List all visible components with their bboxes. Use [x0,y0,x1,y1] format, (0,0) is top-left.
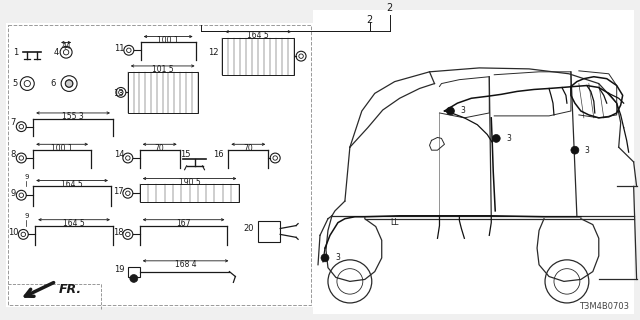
Bar [6,23,313,307]
Bar [313,10,634,314]
Text: 4: 4 [54,48,59,57]
Bar [128,72,198,113]
Text: 44: 44 [61,42,71,51]
Text: 168 4: 168 4 [175,260,196,269]
Text: 3: 3 [585,146,589,155]
Text: 9: 9 [24,213,29,219]
Text: 164 5: 164 5 [248,31,269,40]
Text: 7: 7 [11,118,16,127]
Text: 190 5: 190 5 [179,178,200,187]
Text: 155 3: 155 3 [62,112,84,121]
Text: 17: 17 [113,187,124,196]
Circle shape [321,254,329,262]
Text: 11: 11 [114,44,124,53]
Circle shape [447,107,454,115]
Text: 2: 2 [387,3,393,13]
Text: 6: 6 [51,79,56,88]
Text: 70: 70 [243,144,253,153]
Text: 101 5: 101 5 [152,65,173,74]
Text: 164 5: 164 5 [61,180,83,189]
Circle shape [492,134,500,142]
Bar [259,221,280,242]
Text: 18: 18 [113,228,124,237]
Text: 1: 1 [13,48,18,57]
Text: 167: 167 [177,219,191,228]
Text: 20: 20 [243,224,253,233]
Text: 164 5: 164 5 [63,219,85,228]
Text: 3: 3 [335,253,340,262]
Bar [8,25,311,305]
Text: T3M4B0703: T3M4B0703 [579,302,628,311]
Text: 3: 3 [506,134,511,143]
Text: 12: 12 [208,48,219,57]
Circle shape [130,275,138,282]
Text: 10: 10 [8,228,19,237]
Bar [128,267,140,276]
Text: 19: 19 [114,265,124,274]
Circle shape [571,146,579,154]
Text: 9: 9 [11,189,16,198]
Text: 14: 14 [114,149,124,159]
Text: 15: 15 [180,149,191,159]
Text: 8: 8 [11,149,16,159]
Text: 100 1: 100 1 [51,144,73,153]
Text: LL: LL [390,218,399,227]
Bar [140,184,239,202]
Text: 2: 2 [367,15,373,25]
Text: 13: 13 [113,89,124,98]
Circle shape [65,80,73,87]
Bar [223,37,294,75]
Text: 100 1: 100 1 [157,36,179,45]
Text: 3: 3 [460,107,465,116]
Text: 16: 16 [213,149,224,159]
Text: 9: 9 [24,174,29,180]
Text: 70: 70 [155,144,164,153]
Text: 5: 5 [13,79,18,88]
Text: FR.: FR. [59,283,83,296]
